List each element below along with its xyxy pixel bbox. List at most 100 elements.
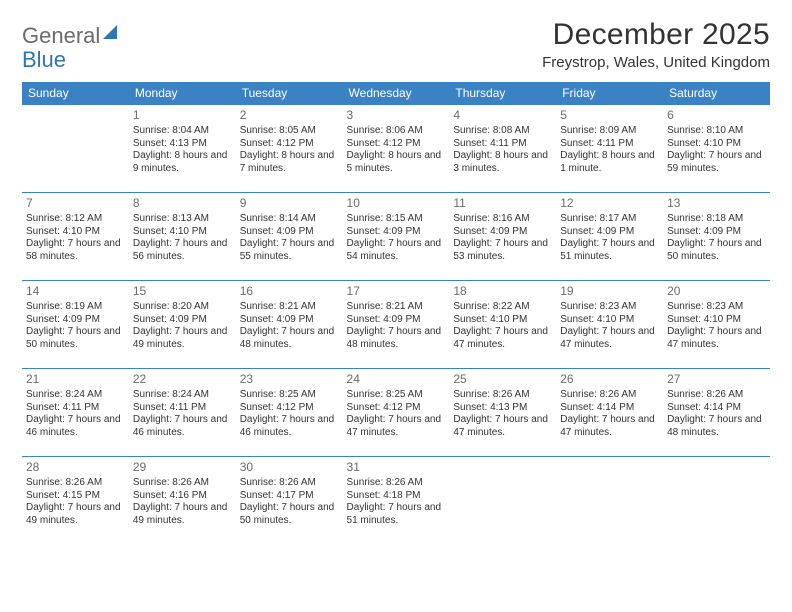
sunrise-line: Sunrise: 8:21 AM: [347, 301, 446, 314]
calendar-day-cell: 31Sunrise: 8:26 AMSunset: 4:18 PMDayligh…: [343, 457, 450, 545]
day-number: 1: [133, 108, 232, 123]
day-number: 5: [560, 108, 659, 123]
sunset-line: Sunset: 4:17 PM: [240, 490, 339, 503]
sunset-line: Sunset: 4:18 PM: [347, 490, 446, 503]
sunset-line: Sunset: 4:12 PM: [240, 138, 339, 151]
weekday-header: Tuesday: [236, 82, 343, 105]
sunset-line: Sunset: 4:11 PM: [26, 402, 125, 415]
sunrise-line: Sunrise: 8:19 AM: [26, 301, 125, 314]
calendar-week-row: 14Sunrise: 8:19 AMSunset: 4:09 PMDayligh…: [22, 281, 770, 369]
sunrise-line: Sunrise: 8:17 AM: [560, 213, 659, 226]
calendar-empty-cell: [449, 457, 556, 545]
calendar-day-cell: 15Sunrise: 8:20 AMSunset: 4:09 PMDayligh…: [129, 281, 236, 369]
sunrise-line: Sunrise: 8:04 AM: [133, 125, 232, 138]
daylight-line: Daylight: 8 hours and 7 minutes.: [240, 150, 339, 175]
sunrise-line: Sunrise: 8:16 AM: [453, 213, 552, 226]
logo-text-block: General Blue: [22, 24, 117, 72]
daylight-line: Daylight: 7 hours and 46 minutes.: [133, 414, 232, 439]
sunrise-line: Sunrise: 8:12 AM: [26, 213, 125, 226]
calendar-day-cell: 23Sunrise: 8:25 AMSunset: 4:12 PMDayligh…: [236, 369, 343, 457]
daylight-line: Daylight: 7 hours and 48 minutes.: [347, 326, 446, 351]
calendar-day-cell: 28Sunrise: 8:26 AMSunset: 4:15 PMDayligh…: [22, 457, 129, 545]
sunset-line: Sunset: 4:09 PM: [560, 226, 659, 239]
day-number: 7: [26, 196, 125, 211]
sunset-line: Sunset: 4:09 PM: [240, 226, 339, 239]
day-number: 4: [453, 108, 552, 123]
daylight-line: Daylight: 7 hours and 46 minutes.: [26, 414, 125, 439]
sunrise-line: Sunrise: 8:10 AM: [667, 125, 766, 138]
calendar-day-cell: 1Sunrise: 8:04 AMSunset: 4:13 PMDaylight…: [129, 105, 236, 193]
calendar-day-cell: 10Sunrise: 8:15 AMSunset: 4:09 PMDayligh…: [343, 193, 450, 281]
calendar-day-cell: 8Sunrise: 8:13 AMSunset: 4:10 PMDaylight…: [129, 193, 236, 281]
calendar-day-cell: 20Sunrise: 8:23 AMSunset: 4:10 PMDayligh…: [663, 281, 770, 369]
sunset-line: Sunset: 4:09 PM: [26, 314, 125, 327]
day-number: 18: [453, 284, 552, 299]
calendar-header-row: SundayMondayTuesdayWednesdayThursdayFrid…: [22, 82, 770, 105]
day-number: 26: [560, 372, 659, 387]
calendar-day-cell: 27Sunrise: 8:26 AMSunset: 4:14 PMDayligh…: [663, 369, 770, 457]
day-number: 9: [240, 196, 339, 211]
sunrise-line: Sunrise: 8:24 AM: [26, 389, 125, 402]
daylight-line: Daylight: 7 hours and 47 minutes.: [453, 326, 552, 351]
daylight-line: Daylight: 7 hours and 56 minutes.: [133, 238, 232, 263]
calendar-day-cell: 26Sunrise: 8:26 AMSunset: 4:14 PMDayligh…: [556, 369, 663, 457]
calendar-week-row: 1Sunrise: 8:04 AMSunset: 4:13 PMDaylight…: [22, 105, 770, 193]
day-number: 29: [133, 460, 232, 475]
calendar-page: General Blue December 2025 Freystrop, Wa…: [0, 0, 792, 545]
calendar-day-cell: 18Sunrise: 8:22 AMSunset: 4:10 PMDayligh…: [449, 281, 556, 369]
day-number: 14: [26, 284, 125, 299]
month-title: December 2025: [542, 18, 770, 52]
sunset-line: Sunset: 4:09 PM: [133, 314, 232, 327]
calendar-table: SundayMondayTuesdayWednesdayThursdayFrid…: [22, 82, 770, 545]
calendar-day-cell: 25Sunrise: 8:26 AMSunset: 4:13 PMDayligh…: [449, 369, 556, 457]
day-number: 28: [26, 460, 125, 475]
sunrise-line: Sunrise: 8:23 AM: [560, 301, 659, 314]
daylight-line: Daylight: 7 hours and 50 minutes.: [667, 238, 766, 263]
sunrise-line: Sunrise: 8:21 AM: [240, 301, 339, 314]
daylight-line: Daylight: 7 hours and 55 minutes.: [240, 238, 339, 263]
sunset-line: Sunset: 4:12 PM: [347, 138, 446, 151]
sunset-line: Sunset: 4:12 PM: [240, 402, 339, 415]
day-number: 30: [240, 460, 339, 475]
daylight-line: Daylight: 7 hours and 51 minutes.: [560, 238, 659, 263]
sunset-line: Sunset: 4:11 PM: [453, 138, 552, 151]
logo: General Blue: [22, 24, 117, 72]
day-number: 6: [667, 108, 766, 123]
logo-triangle-icon: [103, 25, 117, 39]
sunset-line: Sunset: 4:09 PM: [347, 226, 446, 239]
daylight-line: Daylight: 7 hours and 47 minutes.: [453, 414, 552, 439]
daylight-line: Daylight: 8 hours and 9 minutes.: [133, 150, 232, 175]
daylight-line: Daylight: 7 hours and 49 minutes.: [26, 502, 125, 527]
sunset-line: Sunset: 4:11 PM: [560, 138, 659, 151]
sunset-line: Sunset: 4:11 PM: [133, 402, 232, 415]
calendar-empty-cell: [663, 457, 770, 545]
sunrise-line: Sunrise: 8:24 AM: [133, 389, 232, 402]
daylight-line: Daylight: 7 hours and 48 minutes.: [240, 326, 339, 351]
day-number: 23: [240, 372, 339, 387]
daylight-line: Daylight: 7 hours and 50 minutes.: [240, 502, 339, 527]
day-number: 12: [560, 196, 659, 211]
calendar-day-cell: 4Sunrise: 8:08 AMSunset: 4:11 PMDaylight…: [449, 105, 556, 193]
sunrise-line: Sunrise: 8:26 AM: [133, 477, 232, 490]
sunset-line: Sunset: 4:12 PM: [347, 402, 446, 415]
daylight-line: Daylight: 7 hours and 54 minutes.: [347, 238, 446, 263]
sunset-line: Sunset: 4:10 PM: [26, 226, 125, 239]
weekday-header: Saturday: [663, 82, 770, 105]
calendar-day-cell: 24Sunrise: 8:25 AMSunset: 4:12 PMDayligh…: [343, 369, 450, 457]
sunrise-line: Sunrise: 8:22 AM: [453, 301, 552, 314]
day-number: 8: [133, 196, 232, 211]
weekday-header: Friday: [556, 82, 663, 105]
daylight-line: Daylight: 7 hours and 58 minutes.: [26, 238, 125, 263]
calendar-day-cell: 14Sunrise: 8:19 AMSunset: 4:09 PMDayligh…: [22, 281, 129, 369]
sunrise-line: Sunrise: 8:25 AM: [240, 389, 339, 402]
calendar-body: 1Sunrise: 8:04 AMSunset: 4:13 PMDaylight…: [22, 105, 770, 545]
daylight-line: Daylight: 7 hours and 49 minutes.: [133, 502, 232, 527]
sunrise-line: Sunrise: 8:26 AM: [560, 389, 659, 402]
daylight-line: Daylight: 7 hours and 48 minutes.: [667, 414, 766, 439]
weekday-header: Sunday: [22, 82, 129, 105]
sunset-line: Sunset: 4:09 PM: [453, 226, 552, 239]
calendar-day-cell: 11Sunrise: 8:16 AMSunset: 4:09 PMDayligh…: [449, 193, 556, 281]
sunset-line: Sunset: 4:10 PM: [560, 314, 659, 327]
sunrise-line: Sunrise: 8:13 AM: [133, 213, 232, 226]
day-number: 3: [347, 108, 446, 123]
